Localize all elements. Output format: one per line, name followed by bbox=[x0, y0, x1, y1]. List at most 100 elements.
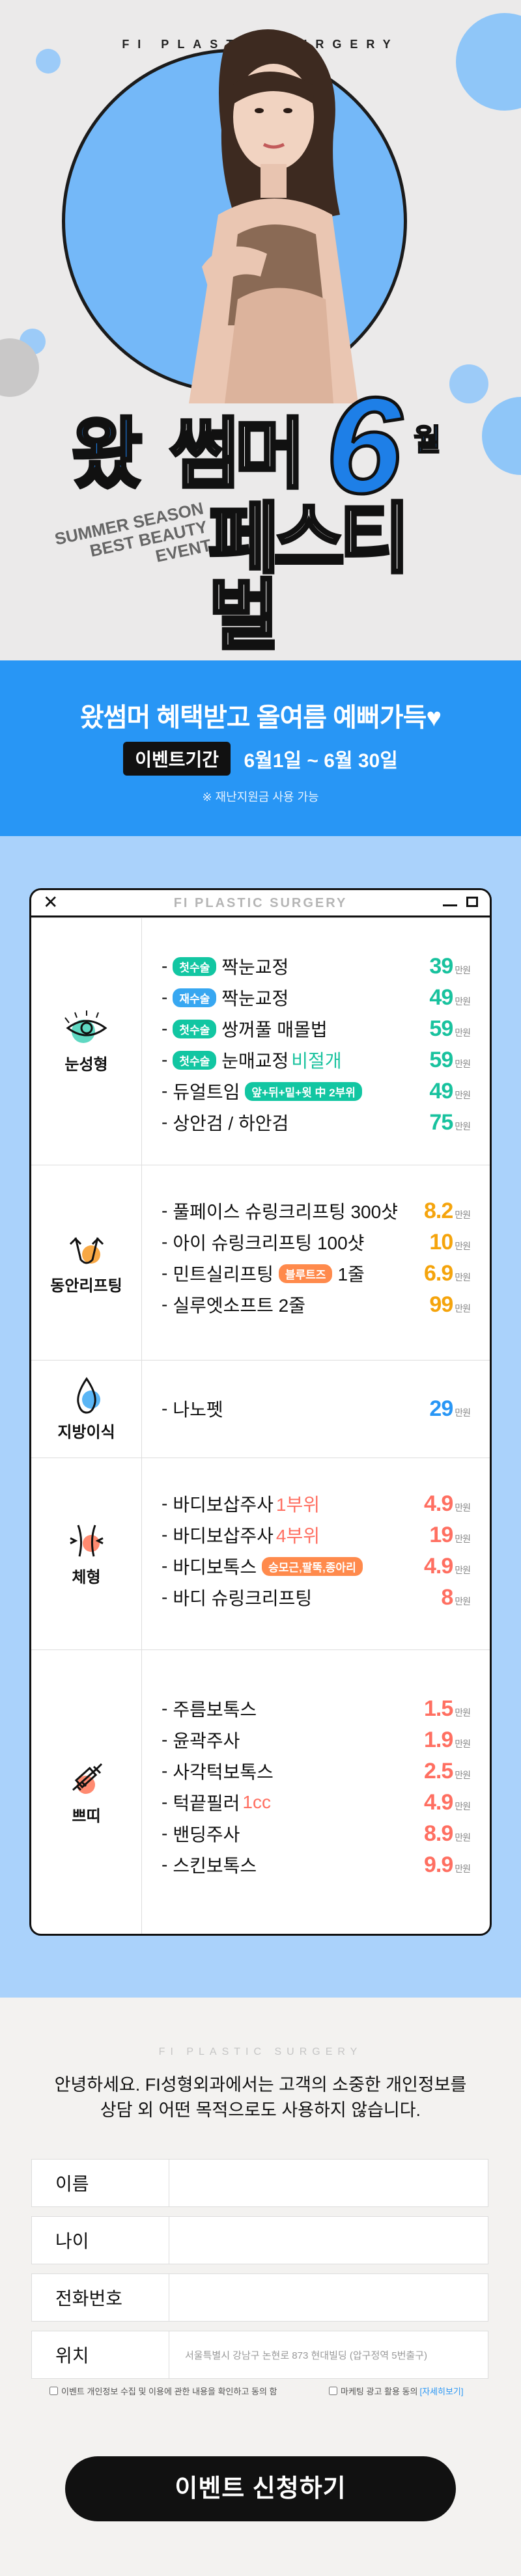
phone-field: 전화번호 bbox=[31, 2273, 488, 2322]
item-price: 75 만원 bbox=[429, 1109, 471, 1135]
field-label: 위치 bbox=[55, 2346, 89, 2366]
price-item: - 사각턱보톡스 2.5 만원 bbox=[162, 1758, 471, 1783]
minimize-icon[interactable] bbox=[443, 904, 457, 906]
first-surgery-tag: 첫수술 bbox=[173, 956, 217, 976]
price-item: - 민트실리프팅 블루트즈 1줄 6.9 만원 bbox=[162, 1260, 471, 1286]
price-item: - 바디보삽주사 1부위 4.9 만원 bbox=[162, 1491, 471, 1516]
price-item: - 실루엣소프트 2줄 99 만원 bbox=[162, 1292, 471, 1317]
option-tag: 블루트즈 bbox=[278, 1264, 333, 1283]
item-price: 99 만원 bbox=[429, 1292, 471, 1317]
item-label: 주름보톡스 bbox=[173, 1700, 257, 1720]
detail-link[interactable]: [자세히보기] bbox=[419, 2387, 464, 2396]
category-name: 동안리프팅 bbox=[50, 1277, 122, 1295]
item-label: 바디보삽주사 bbox=[173, 1526, 274, 1546]
intro-line: 상담 외 어떤 목적으로도 사용하지 않습니다. bbox=[100, 2100, 421, 2121]
price-item: - 아이 슈링크리프팅 100샷 10 만원 bbox=[162, 1229, 471, 1254]
fat-drop-icon bbox=[76, 1377, 100, 1414]
price-item: - 상안검 / 하안검 75 만원 bbox=[162, 1109, 471, 1135]
category-label: 눈성형 bbox=[31, 918, 142, 1165]
price-item: - 첫수술 눈매교정 비절개 59 만원 bbox=[162, 1047, 471, 1072]
item-count: 1줄 bbox=[337, 1264, 365, 1284]
maximize-icon[interactable] bbox=[466, 897, 478, 907]
title-festival: 페스티벌 bbox=[207, 496, 412, 659]
close-icon[interactable]: ✕ bbox=[43, 892, 59, 912]
field-label: 나이 bbox=[55, 2231, 89, 2251]
category-label: 지방이식 bbox=[31, 1361, 142, 1457]
price-item: - 첫수술 쌍꺼풀 매몰법 59 만원 bbox=[162, 1016, 471, 1041]
item-price: 39 만원 bbox=[429, 953, 471, 979]
item-label: 민트실리프팅 bbox=[173, 1264, 274, 1284]
syringe-icon bbox=[72, 1763, 102, 1794]
item-price: 8.9 만원 bbox=[423, 1821, 471, 1846]
privacy-checkbox[interactable] bbox=[49, 2387, 58, 2395]
price-item: - 바디보톡스 승모근,팔뚝,종아리 4.9 만원 bbox=[162, 1553, 471, 1579]
submit-button[interactable]: 이벤트 신청하기 bbox=[65, 2456, 456, 2521]
item-price: 1.5 만원 bbox=[423, 1696, 471, 1721]
decor-bubble bbox=[449, 364, 488, 403]
period-badge: 이벤트기간 bbox=[123, 742, 231, 776]
item-label: 쌍꺼풀 매몰법 bbox=[221, 1020, 328, 1040]
item-label: 사각턱보톡스 bbox=[173, 1762, 274, 1782]
price-item: - 듀얼트임 앞+뒤+밑+윗 中 2부위 49 만원 bbox=[162, 1078, 471, 1104]
price-item: - 밴딩주사 8.9 만원 bbox=[162, 1821, 471, 1846]
eye-icon bbox=[64, 1010, 107, 1043]
price-section: ✕ FI PLASTIC SURGERY 눈성형 - 첫수술 짝눈교정 39 만원 -재… bbox=[0, 836, 521, 1998]
intro-line: 안녕하세요. FI성형외과에서는 고객의 소중한 개인정보를 bbox=[54, 2075, 467, 2095]
item-price: 9.9 만원 bbox=[423, 1852, 471, 1877]
period-value: 6월1일 ~ 6월 30일 bbox=[244, 750, 398, 772]
item-label: 상안검 / 하안검 bbox=[173, 1113, 289, 1133]
item-list: - 풀페이스 슈링크리프팅 300샷 8.2 만원 - 아이 슈링크리프팅 100샷 10… bbox=[142, 1165, 490, 1360]
item-label: 듀얼트임 bbox=[173, 1082, 240, 1102]
price-item: - 나노펫 29 만원 bbox=[162, 1396, 471, 1421]
item-label: 스킨보톡스 bbox=[173, 1856, 257, 1876]
marketing-checkbox[interactable] bbox=[329, 2387, 337, 2395]
title-wat: 왔 bbox=[70, 412, 145, 498]
name-input[interactable] bbox=[169, 2160, 488, 2206]
category-body: 체형 - 바디보삽주사 1부위 4.9 만원 - 바디보삽주사 4부위 19 만원 - 바디보톡스… bbox=[31, 1457, 490, 1649]
category-eye: 눈성형 - 첫수술 짝눈교정 39 만원 - 재수술 짝눈교정 49 만원 - 첫수술 쌍꺼풀 매몰… bbox=[31, 917, 490, 1165]
item-highlight: 4부위 bbox=[275, 1526, 320, 1546]
form-brand: FI PLASTIC SURGERY bbox=[158, 2046, 363, 2057]
price-item: - 첫수술 짝눈교정 39 만원 bbox=[162, 953, 471, 979]
banner-headline: 왔썸머 혜택받고 올여름 예뻐가득♥ bbox=[79, 703, 442, 732]
first-surgery-tag: 첫수술 bbox=[173, 1019, 217, 1038]
age-input[interactable] bbox=[169, 2217, 488, 2264]
item-price: 8 만원 bbox=[441, 1584, 471, 1610]
item-list: - 바디보삽주사 1부위 4.9 만원 - 바디보삽주사 4부위 19 만원 - 바디보톡스 승모근… bbox=[142, 1458, 490, 1649]
item-highlight: 1부위 bbox=[275, 1495, 320, 1515]
title-six: 6 bbox=[324, 369, 404, 522]
item-highlight: 비절개 bbox=[291, 1051, 342, 1071]
item-label: 턱끝필러 bbox=[173, 1793, 240, 1813]
window-titlebar: ✕ FI PLASTIC SURGERY bbox=[31, 890, 490, 917]
age-field: 나이 bbox=[31, 2216, 488, 2264]
re-surgery-tag: 재수술 bbox=[173, 988, 217, 1007]
item-label: 바디 슈링크리프팅 bbox=[173, 1588, 313, 1608]
item-label: 바디보삽주사 bbox=[173, 1495, 274, 1515]
item-label: 짝눈교정 bbox=[221, 988, 289, 1009]
item-label: 바디보톡스 bbox=[173, 1557, 257, 1577]
privacy-agree[interactable]: 이벤트 개인정보 수집 및 이용에 관한 내용을 확인하고 동의 함 bbox=[49, 2385, 277, 2397]
privacy-intro: 안녕하세요. FI성형외과에서는 고객의 소중한 개인정보를 상담 외 어떤 목… bbox=[0, 2072, 521, 2123]
marketing-agree[interactable]: 마케팅 광고 활용 동의 [자세히보기] bbox=[329, 2385, 464, 2397]
lifting-face-icon bbox=[69, 1237, 104, 1264]
title-month: 월 bbox=[413, 422, 442, 457]
hero-section: FI PLASTIC SURGERY 6 월 왔 썸머 페스티벌 SUMMER … bbox=[0, 0, 521, 660]
phone-input[interactable] bbox=[169, 2274, 488, 2321]
price-window: ✕ FI PLASTIC SURGERY 눈성형 - 첫수술 짝눈교정 39 만원 -재… bbox=[29, 888, 492, 1936]
category-petit: 쁘띠 - 주름보톡스 1.5 만원 - 윤곽주사 1.9 만원 - 사각턱보톡스 2.5 만원 -… bbox=[31, 1649, 490, 1934]
privacy-agree-label: 이벤트 개인정보 수집 및 이용에 관한 내용을 확인하고 동의 함 bbox=[61, 2387, 277, 2396]
item-price: 29 만원 bbox=[429, 1396, 471, 1421]
item-price: 10 만원 bbox=[429, 1229, 471, 1254]
title-english: SUMMER SEASON BEST BEAUTY EVENT bbox=[53, 498, 213, 586]
price-item: - 주름보톡스 1.5 만원 bbox=[162, 1696, 471, 1721]
item-price: 4.9 만원 bbox=[423, 1789, 471, 1815]
item-price: 19 만원 bbox=[429, 1522, 471, 1547]
category-name: 쁘띠 bbox=[72, 1808, 101, 1825]
item-price: 8.2 만원 bbox=[423, 1198, 471, 1223]
item-price: 59 만원 bbox=[429, 1047, 471, 1072]
item-label: 윤곽주사 bbox=[173, 1731, 240, 1751]
category-label: 쁘띠 bbox=[31, 1650, 142, 1934]
price-item: - 윤곽주사 1.9 만원 bbox=[162, 1727, 471, 1752]
item-label: 아이 슈링크리프팅 100샷 bbox=[173, 1233, 365, 1253]
body-shape-icon bbox=[69, 1524, 104, 1556]
